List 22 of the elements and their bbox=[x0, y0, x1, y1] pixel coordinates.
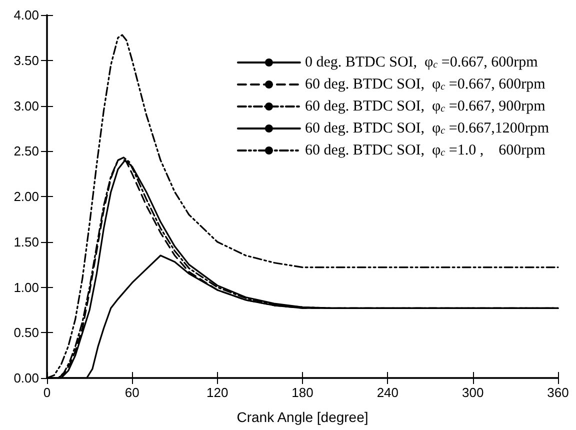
legend-label: 60 deg. BTDC SOI, φc =0.667,1200rpm bbox=[304, 120, 550, 136]
y-tick-label: 4.00 bbox=[14, 8, 39, 22]
legend-label: 60 deg. BTDC SOI, φc =1.0 , 600rpm bbox=[304, 142, 546, 158]
x-tick-label: 240 bbox=[376, 385, 399, 400]
x-tick-label: 60 bbox=[124, 385, 140, 400]
legend-label: 60 deg. BTDC SOI, φc =0.667, 900rpm bbox=[304, 98, 546, 114]
x-tick-label: 0 bbox=[43, 385, 51, 400]
y-tick-label: 3.00 bbox=[14, 98, 39, 114]
x-tick-label: 120 bbox=[206, 385, 228, 400]
legend-label: 60 deg. BTDC SOI, φc =0.667, 600rpm bbox=[304, 76, 546, 92]
x-tick-label: 180 bbox=[292, 385, 314, 400]
y-tick-label: 2.50 bbox=[14, 144, 39, 159]
y-tick-label: 3.50 bbox=[14, 52, 39, 68]
y-tick-label: 1.50 bbox=[14, 234, 39, 250]
y-tick-label: 1.00 bbox=[14, 280, 39, 295]
legend-label: 0 deg. BTDC SOI, φc =0.667, 600rpm bbox=[304, 54, 538, 70]
x-tick-label: 300 bbox=[462, 385, 484, 400]
x-tick-label: 360 bbox=[547, 385, 569, 400]
y-tick-label: 0.50 bbox=[14, 325, 39, 340]
y-tick-label: 0.00 bbox=[14, 370, 39, 386]
x-axis-title: Crank Angle [degree] bbox=[236, 409, 368, 425]
y-tick-label: 2.00 bbox=[14, 189, 39, 204]
